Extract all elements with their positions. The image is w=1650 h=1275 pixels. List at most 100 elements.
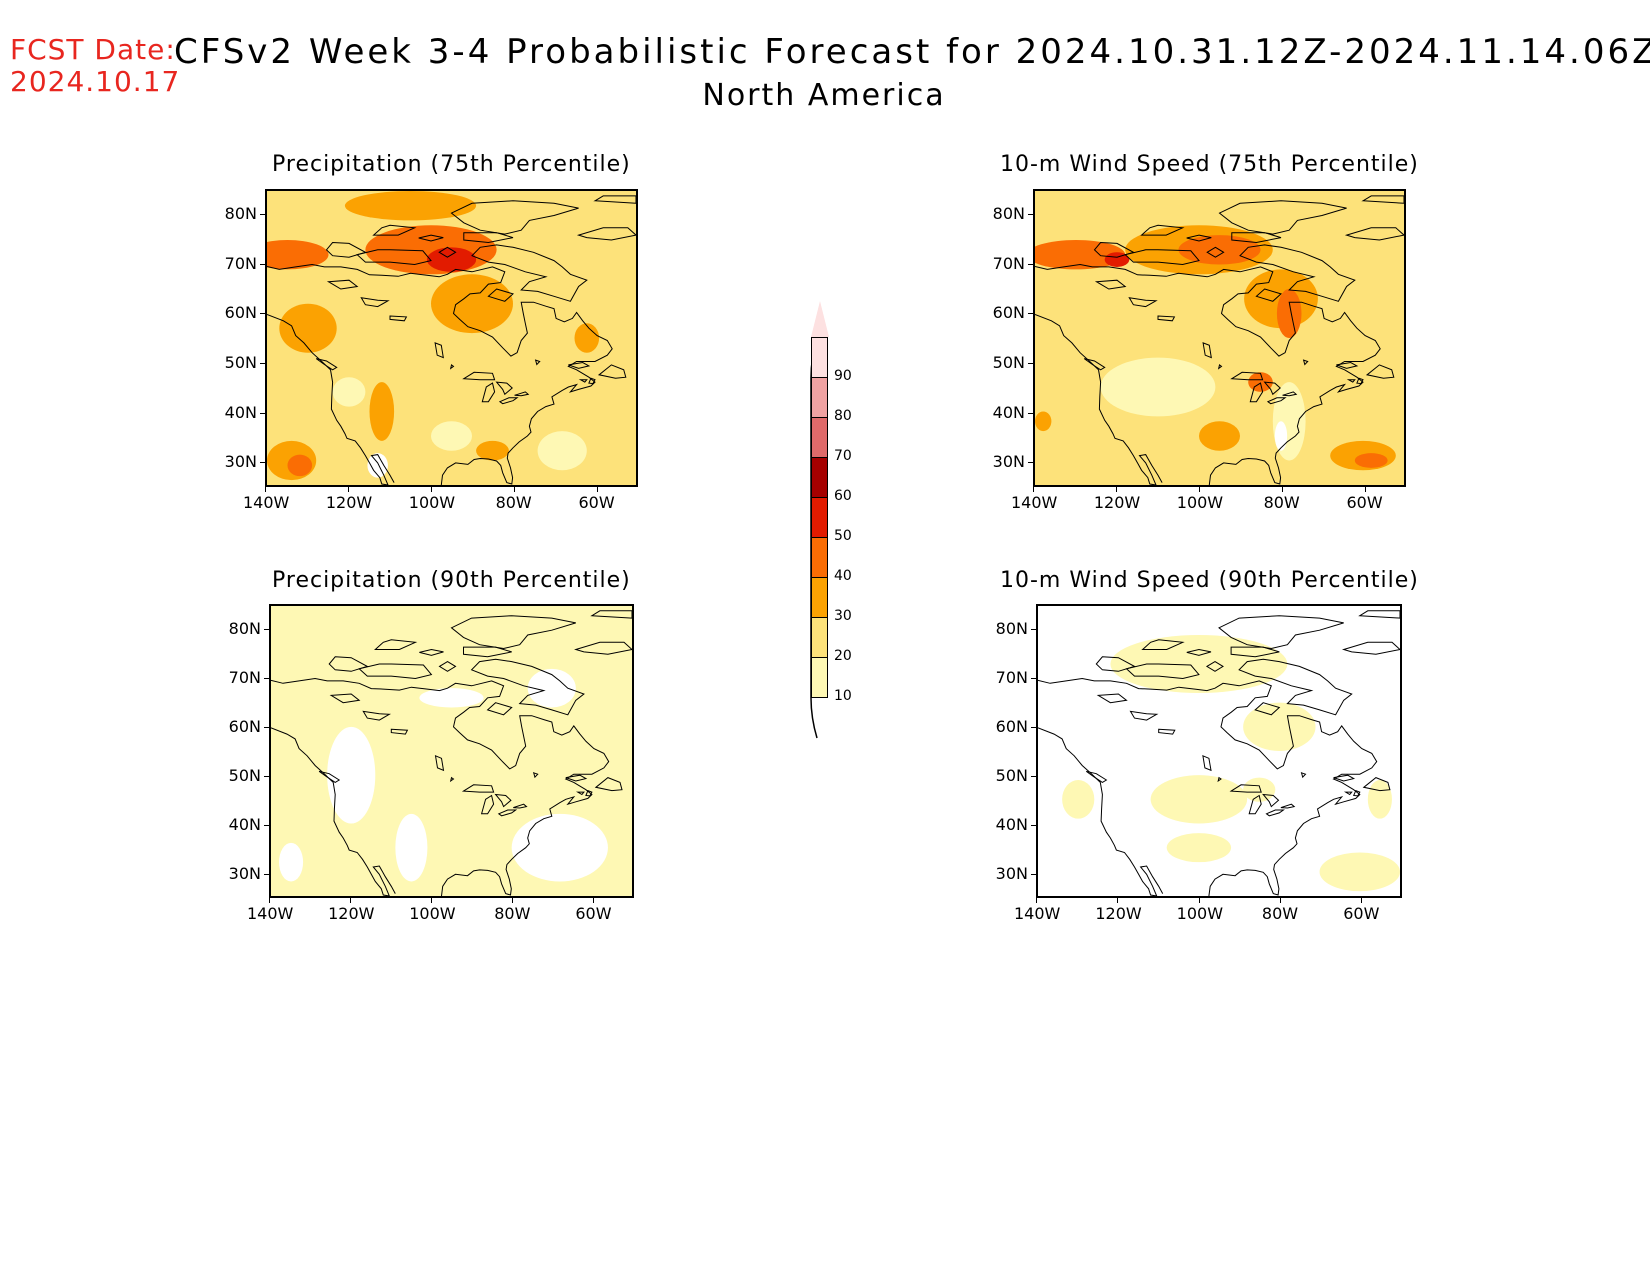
island-outline [356,249,432,266]
island-outline [575,791,585,796]
lat-tick-mark [264,726,269,728]
island-outline [590,610,632,619]
map-canvas [271,606,632,896]
island-outline [358,663,433,680]
lake-outline [449,364,455,370]
colorbar-label: 20 [834,648,852,664]
probability-region [279,303,337,353]
panel-title-wind-90: 10-m Wind Speed (90th Percentile) [1000,568,1419,593]
lat-tick-label: 40N [995,814,1028,834]
lat-tick-mark [260,213,265,215]
lon-tick-mark [1198,487,1200,492]
lat-tick-label: 70N [992,253,1025,273]
lat-tick-label: 30N [992,452,1025,472]
island-outline [568,361,591,369]
island-outline [1362,777,1391,792]
map-canvas [267,191,636,485]
lake-outline [449,776,455,783]
island-outline [438,661,457,672]
island-outline [1093,241,1135,258]
lat-tick-label: 60N [228,716,261,736]
lat-tick-mark [1028,263,1033,265]
lon-tick-label: 80W [495,493,532,512]
colorbar-label: 70 [834,448,852,464]
island-outline [487,288,514,302]
lake-outline [1302,359,1309,366]
island-outline [1218,615,1344,650]
probability-region [431,421,472,451]
lake-outline [434,754,445,772]
lon-tick-label: 140W [1011,493,1058,512]
island-outline [463,232,514,244]
lake-outline [1158,728,1176,735]
lon-tick-mark [1281,487,1283,492]
lake-outline [1128,297,1158,308]
island-outline [578,379,588,383]
coastline-east [1038,677,1378,896]
probability-region [1035,240,1126,270]
island-outline [418,234,444,242]
lake-outline [360,297,390,308]
island-outline [1186,648,1212,656]
island-outline [1239,244,1356,302]
island-outline [450,200,579,235]
island-outline [593,195,636,204]
lon-tick-label: 120W [1095,904,1142,923]
island-outline [463,646,512,658]
lon-tick-label: 120W [325,493,373,512]
colorbar-swatch [811,417,828,458]
lon-tick-label: 60W [575,904,612,923]
probability-region [279,842,304,882]
probability-region [1199,421,1240,451]
page-title: CFSv2 Week 3-4 Probabilistic Forecast fo… [174,32,1650,72]
probability-region [1354,453,1388,468]
lon-tick-mark [1115,487,1117,492]
island-outline [1140,224,1185,236]
island-outline [594,777,623,792]
lon-tick-label: 140W [1014,904,1061,923]
island-outline [1358,610,1400,619]
island-outline [588,377,596,385]
lat-tick-label: 50N [228,765,261,785]
lon-tick-mark [1033,487,1034,492]
lake-outline [1129,710,1159,721]
lat-tick-mark [260,412,265,414]
lat-tick-mark [260,362,265,364]
map-precip-75 [265,189,638,487]
lon-tick-mark [513,487,515,492]
island-outline [1141,639,1185,650]
lat-tick-label: 80N [992,203,1025,223]
colorbar-label: 40 [834,568,852,584]
island-outline [1086,770,1108,783]
island-outline [574,641,632,655]
lat-tick-mark [264,775,269,777]
colorbar-label: 90 [834,368,852,384]
lake-outline [494,793,512,808]
fcst-date: FCST Date: 2024.10.17 [10,34,180,98]
lon-tick-mark [593,898,595,903]
probability-region [1104,252,1130,267]
lat-tick-mark [1031,775,1036,777]
island-outline [1205,661,1224,672]
island-outline [1365,364,1395,379]
lon-tick-label: 80W [1263,493,1300,512]
probability-region [574,323,600,353]
lon-tick-mark [1364,487,1366,492]
lat-tick-label: 50N [224,352,257,372]
lon-tick-label: 80W [494,904,531,923]
lat-tick-label: 30N [995,863,1028,883]
lake-outline [498,397,519,405]
island-outline [585,789,593,797]
lake-outline [1248,794,1262,815]
colorbar-swatch [811,377,828,418]
panel-title-precip-90: Precipitation (90th Percentile) [272,568,631,593]
island-outline [419,648,444,656]
lat-tick-mark [1031,677,1036,679]
island-outline [1361,195,1404,204]
island-outline [1238,658,1353,716]
probability-region [267,240,329,270]
lat-tick-mark [1031,628,1036,630]
coastline-west [271,727,396,896]
island-outline [1186,234,1212,242]
probability-region [287,454,313,477]
